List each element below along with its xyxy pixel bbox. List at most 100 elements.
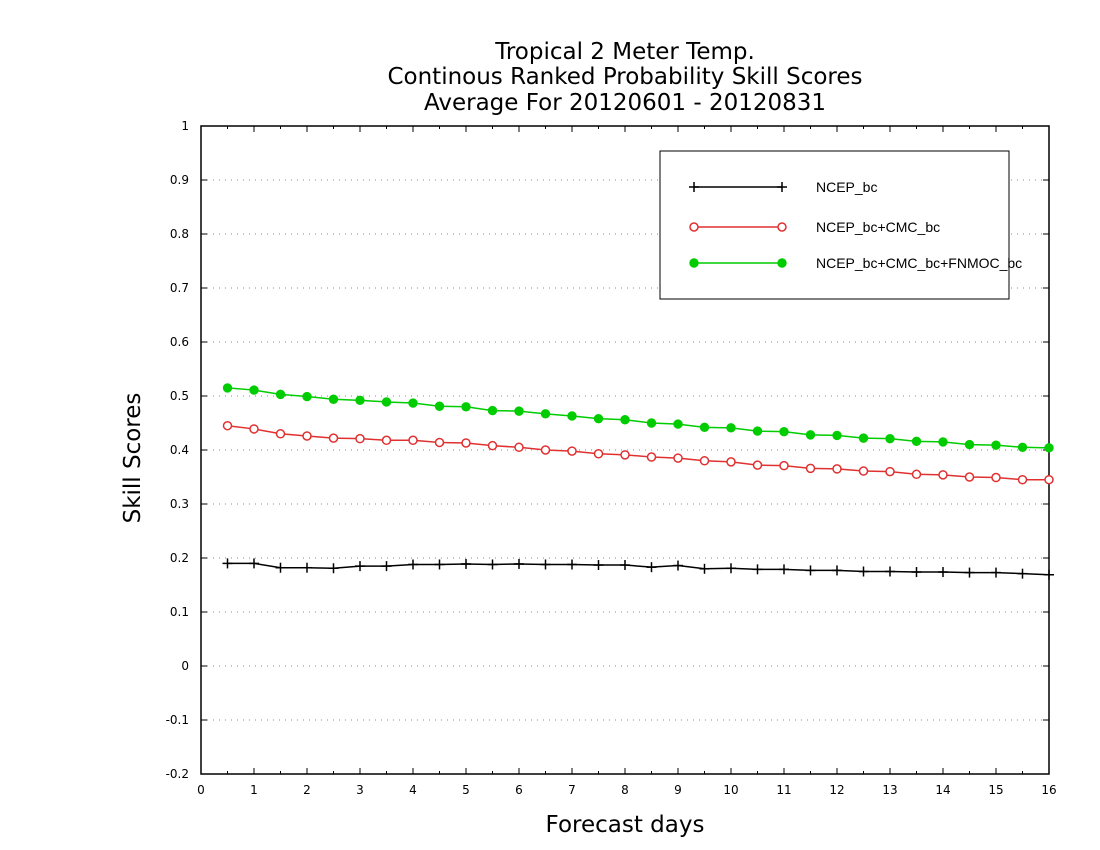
y-tick-label: -0.2: [166, 767, 189, 781]
y-tick-label: 0.3: [170, 497, 189, 511]
data-point: [858, 466, 869, 476]
data-point: [302, 391, 312, 402]
x-axis-label: Forecast days: [546, 812, 705, 838]
data-point: [699, 563, 710, 574]
data-point: [673, 560, 683, 571]
data-point: [673, 453, 683, 463]
data-point: [249, 385, 259, 395]
data-point: [779, 460, 789, 471]
legend-label: NCEP_bc+CMC_bc: [816, 219, 940, 235]
x-tick-label: 13: [882, 783, 897, 797]
y-tick-label: 0.6: [170, 335, 189, 349]
legend-label: NCEP_bc: [816, 179, 877, 195]
data-point: [938, 567, 948, 578]
data-point: [964, 472, 975, 482]
y-tick-label: 0.9: [170, 173, 189, 187]
legend-marker: [689, 222, 699, 232]
data-point: [514, 406, 524, 416]
data-point: [1017, 442, 1028, 452]
data-point: [1044, 569, 1054, 580]
data-point: [434, 401, 445, 411]
data-point: [911, 469, 922, 480]
data-point: [964, 439, 975, 450]
legend-box: [659, 150, 1010, 300]
data-point: [461, 558, 471, 569]
data-point: [646, 562, 657, 573]
series-2: [222, 383, 1054, 453]
legend-marker: [689, 258, 699, 268]
data-point: [567, 411, 577, 421]
data-point: [832, 464, 842, 474]
series-0: [222, 558, 1054, 580]
data-point: [885, 566, 895, 577]
data-point: [620, 415, 630, 425]
data-point: [434, 437, 445, 448]
series-layer: [222, 383, 1054, 580]
title-line-2: Continous Ranked Probability Skill Score…: [387, 64, 862, 90]
data-point: [620, 450, 630, 460]
data-point: [408, 559, 418, 570]
data-point: [408, 398, 418, 408]
data-point: [408, 435, 418, 446]
y-tick-label: 1: [181, 119, 189, 133]
x-tick-label: 7: [568, 783, 576, 797]
data-point: [885, 466, 895, 477]
data-point: [805, 430, 816, 440]
data-point: [222, 420, 233, 431]
data-point: [673, 419, 683, 429]
data-point: [752, 564, 763, 575]
data-point: [487, 405, 498, 416]
legend: NCEP_bc NCEP_bc+CMC_bc NCEP_bc+CMC_bc+FNMO…: [659, 150, 1022, 300]
y-tick-label: 0.1: [170, 605, 189, 619]
data-point: [381, 397, 392, 407]
y-tick-label: 0: [181, 659, 189, 673]
data-point: [885, 433, 895, 444]
data-point: [249, 424, 259, 434]
data-point: [646, 452, 657, 462]
data-point: [328, 394, 339, 404]
data-point: [302, 562, 312, 573]
data-point: [1044, 443, 1054, 453]
title-line-1: Tropical 2 Meter Temp.: [494, 39, 755, 65]
series-line: [227, 424, 1049, 481]
data-point: [487, 559, 498, 570]
data-point: [938, 437, 948, 447]
x-tick-label: 14: [935, 783, 950, 797]
data-point: [461, 438, 471, 448]
data-point: [858, 566, 869, 577]
x-tick-label: 15: [988, 783, 1003, 797]
data-point: [593, 413, 604, 424]
data-point: [646, 418, 657, 428]
data-point: [275, 562, 286, 573]
data-point: [991, 567, 1001, 578]
data-point: [752, 426, 763, 436]
data-point: [275, 389, 286, 400]
series-1: [222, 420, 1054, 485]
y-tick-label: 0.8: [170, 227, 189, 241]
data-point: [752, 460, 763, 470]
chart-title: Tropical 2 Meter Temp. Continous Ranked …: [387, 39, 862, 116]
x-axis: 0 1 2 3 4 5 6 7 8 9 10 11 12 13 14 15 16: [197, 126, 1057, 797]
data-point: [1044, 474, 1054, 485]
legend-marker: [777, 258, 787, 268]
data-point: [222, 558, 233, 569]
data-point: [805, 565, 816, 576]
y-axis: -0.2 -0.1 0 0.1 0.2 0.3 0.4 0.5 0.6 0.7 0.8 0.9 1: [166, 119, 1049, 781]
data-point: [355, 433, 365, 444]
data-point: [911, 567, 922, 578]
data-point: [620, 560, 630, 571]
data-point: [911, 436, 922, 447]
data-point: [434, 559, 445, 570]
x-tick-label: 16: [1041, 783, 1056, 797]
x-tick-label: 11: [776, 783, 791, 797]
x-tick-label: 9: [674, 783, 682, 797]
data-point: [699, 456, 710, 466]
data-point: [779, 426, 789, 437]
data-point: [991, 472, 1001, 483]
x-tick-label: 1: [250, 783, 258, 797]
data-point: [1017, 474, 1028, 485]
data-point: [355, 395, 365, 406]
legend-entry: NCEP_bc+CMC_bc: [689, 219, 940, 235]
data-point: [222, 383, 233, 393]
data-point: [805, 463, 816, 474]
